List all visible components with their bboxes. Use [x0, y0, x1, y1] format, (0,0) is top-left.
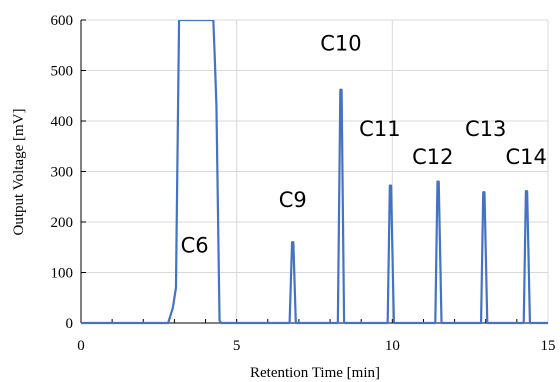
y-tick-label: 600	[51, 13, 74, 29]
peak-label: C6	[181, 233, 209, 257]
peak-label: C11	[359, 117, 400, 141]
x-tick-label: 5	[233, 338, 241, 354]
x-tick-label: 0	[77, 338, 85, 354]
y-tick-label: 200	[51, 215, 74, 231]
peak-label: C14	[506, 145, 547, 169]
series-layer	[81, 20, 548, 325]
axis-layer: 0 5 10 15 0 100 200 300 400 500 600	[51, 13, 556, 354]
y-tick-label: 100	[51, 266, 74, 282]
y-axis-title: Output Voltage [mV]	[11, 109, 27, 236]
peak-label: C12	[412, 145, 453, 169]
y-tick-label: 400	[51, 114, 74, 130]
peak-label: C9	[279, 188, 307, 212]
x-tick-label: 10	[385, 338, 400, 354]
x-axis-title: Retention Time [min]	[250, 365, 380, 381]
series-line	[81, 20, 548, 325]
x-tick-label: 15	[541, 338, 556, 354]
y-tick-label: 300	[51, 165, 74, 181]
y-tick-label: 0	[66, 316, 74, 332]
peak-label: C13	[465, 117, 506, 141]
y-tick-label: 500	[51, 64, 74, 80]
grid-layer	[81, 19, 549, 323]
peak-label: C10	[320, 31, 361, 55]
